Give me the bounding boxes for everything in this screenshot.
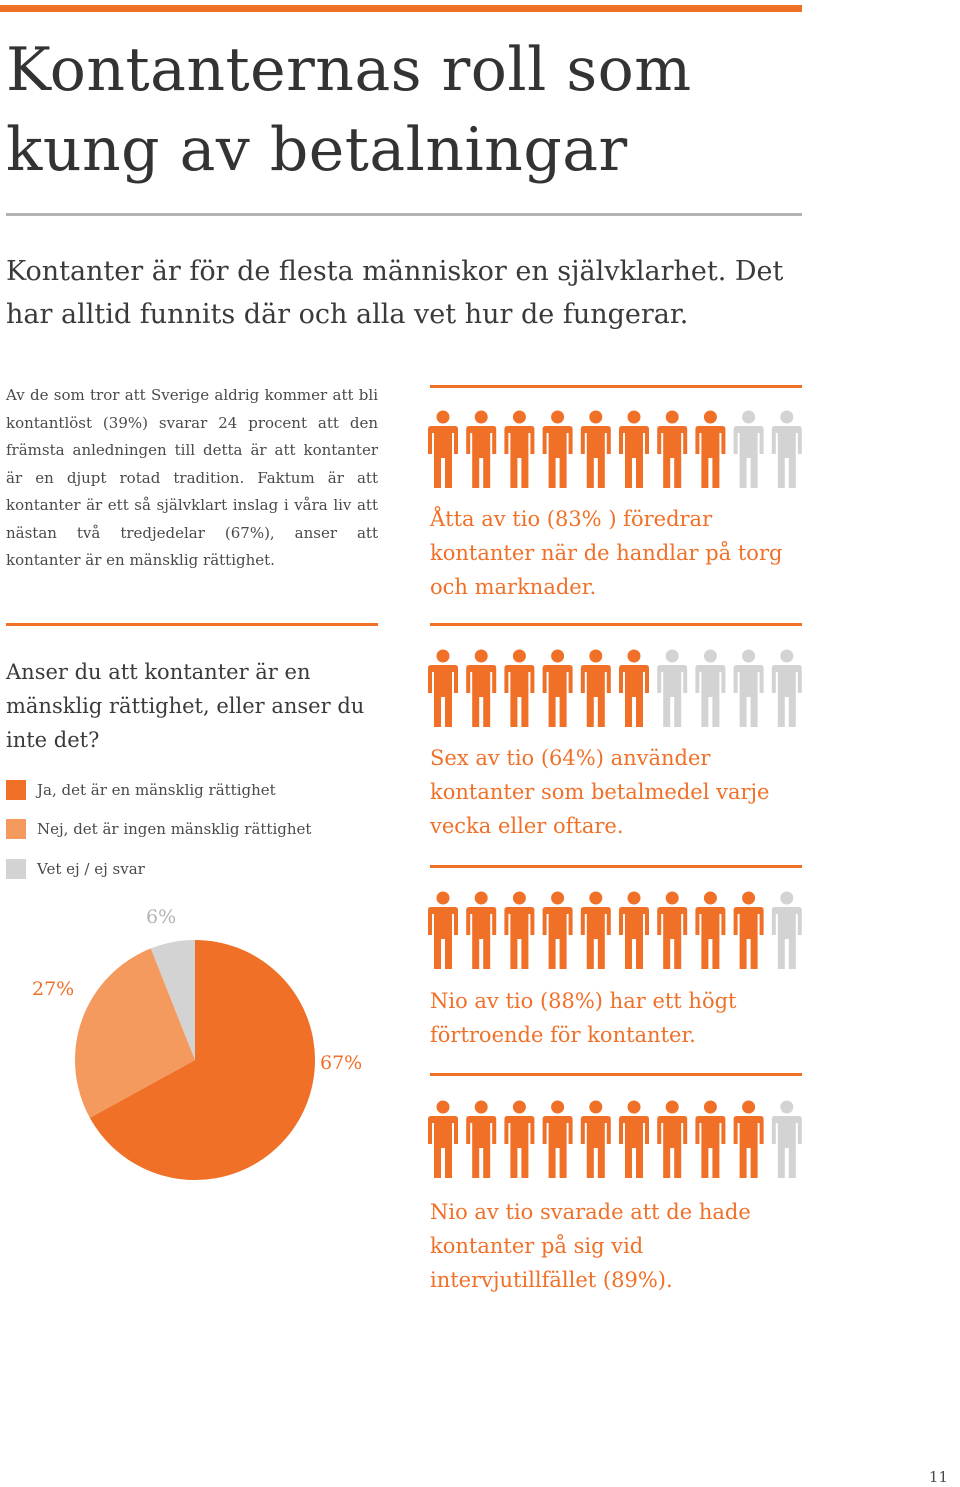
person-icon [771, 891, 802, 969]
people-icons-stat-3 [428, 891, 802, 969]
person-icon-highlighted [428, 410, 458, 488]
person-icon-highlighted [542, 649, 573, 727]
person-icon-highlighted [504, 1100, 535, 1178]
person-icon-highlighted [504, 410, 535, 488]
person-icon [695, 649, 726, 727]
legend-label-yes: Ja, det är en mänsklig rättighet [37, 781, 276, 799]
person-icon-highlighted [733, 1100, 764, 1178]
stat-3-divider [430, 865, 802, 868]
stat-2-text: Sex av tio (64%) använder kontanter som … [430, 746, 770, 838]
stat-4-text: Nio av tio svarade att de hade kontanter… [430, 1200, 751, 1292]
person-icon-highlighted [428, 891, 458, 969]
pie-chart [75, 940, 315, 1180]
person-icon [657, 649, 688, 727]
stat-1-text: Åtta av tio (83% ) föredrar kontanter nä… [430, 507, 783, 599]
person-icon-highlighted [733, 891, 764, 969]
stat-1-divider [430, 385, 802, 388]
person-icon-highlighted [504, 649, 535, 727]
legend-label-unknown: Vet ej / ej svar [37, 860, 145, 878]
people-icons-stat-4 [428, 1100, 802, 1178]
legend-swatch-yes [6, 780, 26, 800]
person-icon-highlighted [580, 1100, 611, 1178]
title-divider [6, 213, 802, 216]
person-icon-highlighted [466, 649, 497, 727]
person-icon-highlighted [580, 410, 611, 488]
person-icon-highlighted [542, 1100, 573, 1178]
person-icon-highlighted [466, 1100, 497, 1178]
person-icon [733, 649, 764, 727]
person-icon-highlighted [657, 1100, 688, 1178]
people-icons-stat-2 [428, 649, 802, 727]
body-paragraph: Av de som tror att Sverige aldrig kommer… [6, 386, 378, 569]
person-icon-highlighted [504, 891, 535, 969]
person-icon-highlighted [657, 891, 688, 969]
legend-swatch-no [6, 819, 26, 839]
stat-4-divider [430, 1073, 802, 1076]
pie-label-unknown: 6% [146, 906, 177, 928]
survey-question: Anser du att kontanter är en mänsklig rä… [6, 660, 365, 752]
person-icon-highlighted [619, 649, 649, 727]
pie-slice-unknown [150, 940, 195, 1060]
person-icon [771, 410, 802, 488]
legend-label-no: Nej, det är ingen mänsklig rättighet [37, 820, 312, 838]
page-number: 11 [928, 1468, 948, 1486]
pie-label-yes: 67% [320, 1052, 363, 1074]
legend-item-yes: Ja, det är en mänsklig rättighet [6, 779, 276, 801]
person-icon-highlighted [428, 1100, 458, 1178]
person-icon-highlighted [619, 410, 649, 488]
stat-3-text: Nio av tio (88%) har ett högt förtroende… [430, 989, 737, 1047]
person-icon-highlighted [580, 649, 611, 727]
person-icon-highlighted [657, 410, 688, 488]
people-icons-stat-1 [428, 410, 802, 488]
page-title: Kontanternas roll som kung av betalninga… [6, 35, 692, 185]
pie-label-no: 27% [32, 978, 75, 1000]
top-rule [0, 5, 802, 12]
person-icon-highlighted [542, 891, 573, 969]
person-icon [733, 410, 764, 488]
pie-slice-no [75, 948, 195, 1118]
person-icon-highlighted [619, 1100, 649, 1178]
person-icon-highlighted [466, 410, 497, 488]
person-icon-highlighted [695, 891, 726, 969]
lead-paragraph: Kontanter är för de flesta människor en … [6, 256, 784, 330]
person-icon [771, 649, 802, 727]
person-icon [771, 1100, 802, 1178]
legend-item-unknown: Vet ej / ej svar [6, 858, 145, 880]
person-icon-highlighted [619, 891, 649, 969]
person-icon-highlighted [466, 891, 497, 969]
person-icon-highlighted [695, 410, 726, 488]
legend-swatch-unknown [6, 859, 26, 879]
person-icon-highlighted [428, 649, 458, 727]
pie-slice-yes [89, 940, 315, 1180]
person-icon-highlighted [542, 410, 573, 488]
stat-2-divider [430, 623, 802, 626]
person-icon-highlighted [580, 891, 611, 969]
legend-item-no: Nej, det är ingen mänsklig rättighet [6, 818, 311, 840]
person-icon-highlighted [695, 1100, 726, 1178]
question-divider [6, 623, 378, 626]
